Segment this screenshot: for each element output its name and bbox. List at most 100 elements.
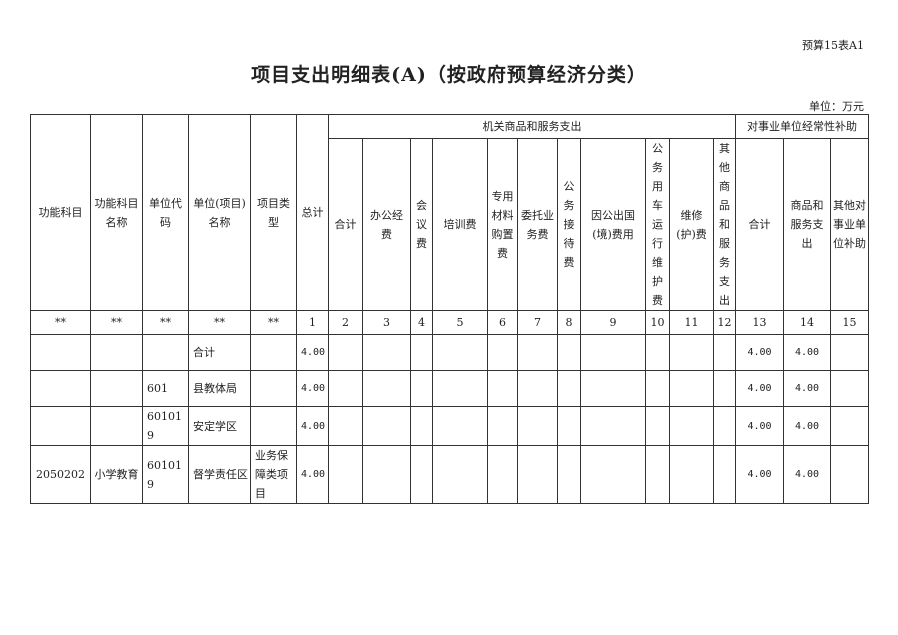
column-header: 功能科目 xyxy=(30,114,91,311)
table-cell xyxy=(90,334,143,371)
table-row: 601019 安定学区 4.00 4.00 4.00 xyxy=(30,406,870,446)
table-cell xyxy=(432,334,488,371)
column-header: 总计 xyxy=(296,114,329,311)
column-number: 12 xyxy=(712,310,737,335)
unit-label: 单位：万元 xyxy=(809,100,864,113)
table-cell xyxy=(580,334,646,371)
table-cell xyxy=(557,334,581,371)
column-number: ** xyxy=(30,310,91,335)
column-number: 6 xyxy=(487,310,518,335)
column-header: 功能科目名称 xyxy=(90,114,143,311)
group-header-institution-subsidy: 对事业单位经常性补助 xyxy=(735,114,870,139)
table-cell: 601019 xyxy=(142,445,189,504)
table-cell xyxy=(142,334,189,371)
table-cell xyxy=(362,406,411,446)
column-number: 3 xyxy=(362,310,411,335)
table-cell xyxy=(517,445,558,504)
form-code: 预算15表A1 xyxy=(802,39,864,52)
table-row: 601 县教体局 4.00 4.00 4.00 xyxy=(30,370,870,407)
table-cell: 4.00 xyxy=(296,445,329,504)
column-number: 13 xyxy=(735,310,785,335)
table-cell xyxy=(669,445,714,504)
table-cell xyxy=(410,406,433,446)
table-cell: 4.00 xyxy=(783,406,832,446)
column-number: 2 xyxy=(328,310,363,335)
table-cell xyxy=(487,370,518,407)
column-number: 10 xyxy=(645,310,670,335)
table-cell xyxy=(580,406,646,446)
column-header: 公务接待费 xyxy=(557,138,581,311)
table-cell xyxy=(830,370,870,407)
table-cell: 安定学区 xyxy=(188,406,251,446)
table-cell xyxy=(328,334,363,371)
column-header: 办公经费 xyxy=(362,138,411,311)
table-cell xyxy=(645,445,670,504)
table-cell xyxy=(432,370,488,407)
table-cell xyxy=(580,370,646,407)
table-cell xyxy=(830,334,870,371)
table-cell xyxy=(250,406,297,446)
table-cell: 4.00 xyxy=(735,445,785,504)
column-number: 8 xyxy=(557,310,581,335)
table-cell: 4.00 xyxy=(735,334,785,371)
column-number: 1 xyxy=(296,310,329,335)
table-cell xyxy=(487,406,518,446)
header-row-sub: 合计 办公经费 会议费 培训费 专用材料购置费 委托业务费 公务接待费 因公出国(境)费用 公务… xyxy=(31,138,870,311)
column-header: 公务用车运行维护费 xyxy=(645,138,670,311)
table-cell xyxy=(410,370,433,407)
table-cell xyxy=(328,406,363,446)
table-cell xyxy=(557,406,581,446)
column-number: 5 xyxy=(432,310,488,335)
column-header: 维修(护)费 xyxy=(669,138,714,311)
table-cell: 601 xyxy=(142,370,189,407)
column-header: 会议费 xyxy=(410,138,433,311)
table-cell xyxy=(410,445,433,504)
table-cell: 督学责任区 xyxy=(188,445,251,504)
column-number: ** xyxy=(90,310,143,335)
table-cell xyxy=(712,334,737,371)
table-cell: 合计 xyxy=(188,334,251,371)
table-cell xyxy=(557,370,581,407)
table-cell xyxy=(830,406,870,446)
column-header: 单位代码 xyxy=(142,114,189,311)
table-row: 合计 4.00 4.00 4.00 xyxy=(30,334,870,371)
table-cell xyxy=(30,406,91,446)
table-cell xyxy=(712,370,737,407)
table-row: 2050202 小学教育 601019 督学责任区 业务保障类项目 4.00 4.00 4.0… xyxy=(30,445,870,504)
table-cell: 2050202 xyxy=(30,445,91,504)
column-header: 其他对事业单位补助 xyxy=(830,138,870,311)
table-cell xyxy=(645,406,670,446)
column-header: 单位(项目)名称 xyxy=(188,114,251,311)
column-header: 委托业务费 xyxy=(517,138,558,311)
table-cell xyxy=(328,445,363,504)
table-cell xyxy=(90,370,143,407)
table-cell xyxy=(517,370,558,407)
table-cell xyxy=(362,334,411,371)
table-cell xyxy=(362,445,411,504)
column-header: 合计 xyxy=(735,138,785,311)
table-cell xyxy=(580,445,646,504)
table-cell xyxy=(669,334,714,371)
table-cell xyxy=(517,334,558,371)
table-cell xyxy=(712,445,737,504)
column-number: ** xyxy=(188,310,251,335)
column-header: 合计 xyxy=(328,138,363,311)
table-cell xyxy=(250,370,297,407)
table-cell xyxy=(712,406,737,446)
group-header-office-goods-services: 机关商品和服务支出 xyxy=(327,114,737,139)
table-cell: 4.00 xyxy=(296,406,329,446)
column-number: 4 xyxy=(410,310,433,335)
table-cell xyxy=(362,370,411,407)
header-row-top: 功能科目 功能科目名称 单位代码 单位(项目)名称 项目类型 总计 机关商品和服务支出 对事业… xyxy=(30,114,870,311)
column-header: 培训费 xyxy=(432,138,488,311)
column-header: 项目类型 xyxy=(250,114,297,311)
column-header: 商品和服务支出 xyxy=(783,138,832,311)
table-cell: 县教体局 xyxy=(188,370,251,407)
project-expenditure-table: 功能科目 功能科目名称 单位代码 单位(项目)名称 项目类型 总计 机关商品和服务支出 对事业… xyxy=(30,114,870,504)
table-cell xyxy=(669,406,714,446)
table-cell xyxy=(250,334,297,371)
table-cell xyxy=(410,334,433,371)
table-cell: 4.00 xyxy=(783,445,832,504)
table-cell xyxy=(487,445,518,504)
page-title: 项目支出明细表(A)（按政府预算经济分类） xyxy=(251,64,647,86)
